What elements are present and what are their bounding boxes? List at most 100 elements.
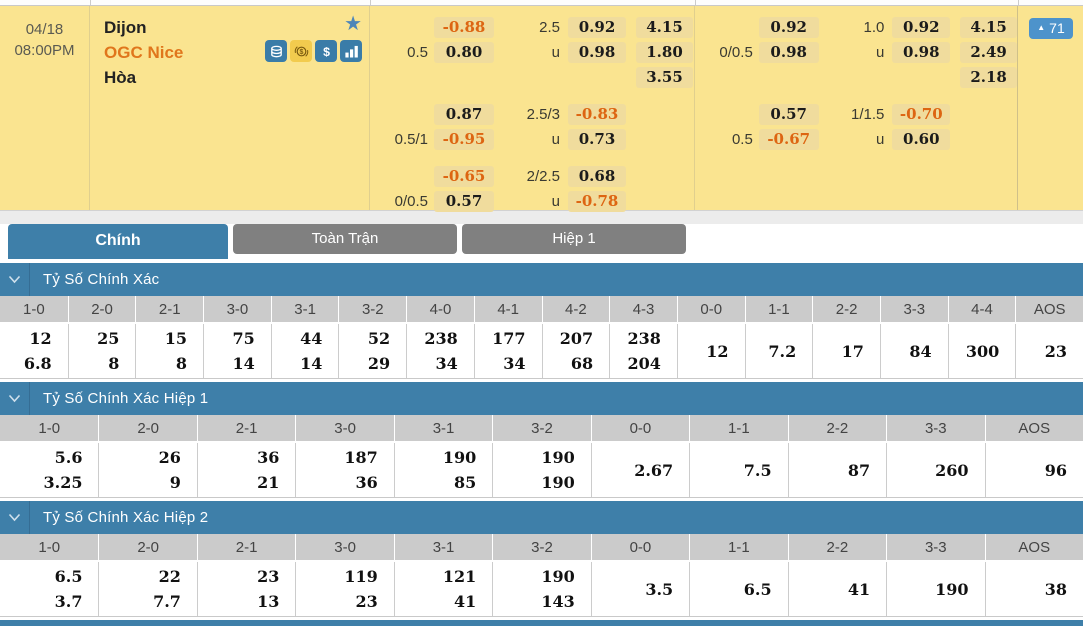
dollar-icon[interactable]: $ (315, 40, 337, 62)
score-odds-cell: 6.5 (689, 562, 788, 616)
over-under-odds[interactable]: 0.92 (568, 17, 626, 38)
favorite-star-icon[interactable]: ★ (344, 13, 362, 35)
draw-label: Hòa (104, 68, 137, 87)
score-column-3-2: 3-2 52 29 (338, 296, 407, 378)
odds-box-empty (636, 166, 693, 187)
score-column-aos: AOS 96 (984, 415, 1083, 497)
score-header: 0-0 (676, 296, 745, 324)
score-header: 1-0 (0, 415, 99, 443)
match-result-odds[interactable]: 2.18 (960, 67, 1017, 88)
score-header: 1-0 (0, 534, 99, 562)
over-under-odds[interactable]: 0.68 (568, 166, 626, 187)
score-odds-cell: 190 85 (393, 443, 493, 497)
score-odds-value: 9 (169, 473, 181, 492)
section-correct-score: Tỷ Số Chính Xác 1-0 12 6.8 2-0 25 8 2-1 15 8 3-0 7… (0, 263, 1083, 379)
over-under-odds[interactable]: 0.60 (892, 129, 951, 150)
odds-box-empty (568, 67, 626, 88)
section-header-correct-score-half1[interactable]: Tỷ Số Chính Xác Hiệp 1 (0, 382, 1083, 415)
score-odds-value: 38 (1044, 579, 1067, 599)
next-section-bar[interactable] (0, 620, 1083, 626)
score-odds-value: 12 (706, 341, 729, 361)
odds-box-empty (892, 67, 950, 88)
tab-chính[interactable]: Chính (8, 224, 228, 259)
score-header: 2-0 (98, 415, 197, 443)
handicap-odds[interactable]: 0.98 (758, 42, 819, 63)
coin-exchange-icon[interactable]: $ (290, 40, 312, 62)
score-header: 2-2 (787, 534, 887, 562)
correct-score-half1-table: 1-0 5.6 3.25 2-0 26 9 2-1 36 21 3-0 187 36 3-1 190 85 3… (0, 415, 1083, 498)
score-odds-cell: 22 7.7 (98, 562, 197, 616)
handicap-odds[interactable]: 0.92 (758, 17, 819, 38)
score-column-3-1: 3-1 190 85 (393, 415, 493, 497)
score-header: 3-0 (295, 534, 394, 562)
over-under-line-label: 2/2.5 (526, 168, 560, 185)
chevron-down-icon[interactable] (0, 513, 29, 522)
odds-row: 0.5 -0.67 u 0.60 (695, 129, 1017, 150)
home-team-link[interactable]: Dijon (104, 18, 147, 37)
over-under-odds[interactable]: -0.83 (568, 104, 626, 125)
score-odds-value: 13 (257, 592, 280, 611)
score-header: 3-1 (393, 534, 493, 562)
handicap-odds[interactable]: -0.88 (434, 17, 494, 38)
score-odds-value: 3.5 (645, 579, 674, 599)
score-odds-cell: 190 143 (492, 562, 591, 616)
score-header: 3-2 (338, 296, 407, 324)
match-result-odds[interactable]: 1.80 (636, 42, 693, 63)
match-result-odds[interactable]: 4.15 (636, 17, 693, 38)
odds-box-empty (636, 129, 693, 150)
score-odds-value: 177 (492, 329, 526, 348)
score-header: 1-1 (689, 415, 788, 443)
match-datetime: 04/18 08:00PM (0, 6, 90, 210)
over-under-odds[interactable]: 0.98 (568, 42, 626, 63)
over-under-odds[interactable]: 0.73 (568, 129, 626, 150)
section-title: Tỷ Số Chính Xác Hiệp 2 (43, 509, 209, 526)
over-under-odds[interactable]: -0.70 (892, 104, 951, 125)
handicap-odds[interactable]: 0.87 (434, 104, 494, 125)
over-under-line-label: 2.5/3 (526, 106, 560, 123)
score-header: 3-1 (270, 296, 339, 324)
cash-stack-icon[interactable] (265, 40, 287, 62)
score-odds-cell: 87 (787, 443, 887, 497)
score-header: 3-2 (492, 415, 591, 443)
handicap-odds[interactable]: -0.65 (434, 166, 494, 187)
over-under-odds[interactable]: 0.98 (892, 42, 951, 63)
score-odds-value: 190 (442, 448, 477, 467)
score-header: 4-1 (473, 296, 542, 324)
score-column-3-3: 3-3 190 (886, 534, 985, 616)
handicap-odds[interactable]: 0.57 (434, 191, 494, 212)
previous-row-edge (0, 0, 1083, 6)
tab-toàn-trận[interactable]: Toàn Trận (233, 224, 457, 254)
handicap-odds[interactable]: -0.67 (758, 129, 819, 150)
score-column-3-2: 3-2 190 143 (492, 534, 591, 616)
more-odds-badge[interactable]: ▲ 71 (1029, 18, 1073, 39)
handicap-odds[interactable]: 0.57 (758, 104, 819, 125)
chevron-down-icon[interactable] (0, 394, 29, 403)
score-odds-value: 21 (257, 473, 280, 492)
match-result-odds[interactable]: 3.55 (636, 67, 693, 88)
score-odds-cell: 177 34 (473, 324, 542, 378)
over-under-odds[interactable]: 0.92 (892, 17, 951, 38)
away-team-link[interactable]: OGC Nice (104, 43, 184, 62)
odds-box-empty (636, 104, 693, 125)
handicap-odds[interactable]: 0.80 (434, 42, 494, 63)
handicap-odds[interactable]: -0.95 (434, 129, 494, 150)
score-column-3-1: 3-1 121 41 (393, 534, 493, 616)
match-result-odds[interactable]: 4.15 (960, 17, 1017, 38)
odds-row: 0/0.5 0.57 u -0.78 (370, 191, 694, 212)
tab-hiệp-1[interactable]: Hiệp 1 (462, 224, 686, 254)
score-odds-value: 207 (559, 329, 594, 348)
odds-row: -0.88 2.5 0.92 4.15 (370, 17, 694, 38)
score-header: 3-1 (393, 415, 493, 443)
score-odds-cell: 75 14 (203, 324, 271, 378)
bar-chart-icon[interactable] (340, 40, 362, 62)
score-odds-cell: 2.67 (590, 443, 690, 497)
match-result-odds[interactable]: 2.49 (960, 42, 1017, 63)
score-odds-cell: 121 41 (393, 562, 493, 616)
score-odds-value: 300 (965, 341, 1000, 361)
section-header-correct-score[interactable]: Tỷ Số Chính Xác (0, 263, 1083, 296)
section-header-correct-score-half2[interactable]: Tỷ Số Chính Xác Hiệp 2 (0, 501, 1083, 534)
score-header: 2-1 (135, 296, 204, 324)
chevron-down-icon[interactable] (0, 275, 29, 284)
over-under-odds[interactable]: -0.78 (568, 191, 626, 212)
odds-block: -0.65 2/2.5 0.68 0/0.5 0.57 u -0.78 (370, 166, 694, 212)
